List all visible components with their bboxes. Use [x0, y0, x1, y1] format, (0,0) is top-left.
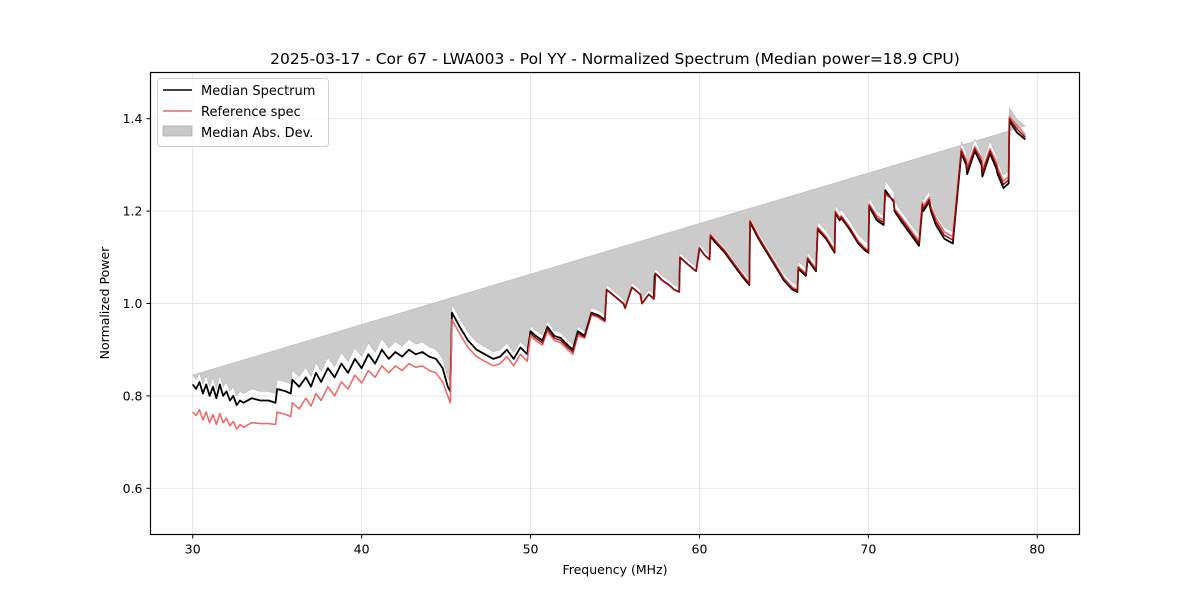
- y-tick-label: 0.6: [123, 481, 143, 496]
- y-axis-label: Normalized Power: [97, 246, 112, 360]
- x-axis-label: Frequency (MHz): [562, 562, 667, 577]
- legend-label-median: Median Spectrum: [201, 84, 315, 99]
- legend-box: [157, 78, 329, 147]
- x-tick-label: 70: [860, 542, 876, 557]
- legend: Median Spectrum Reference spec Median Ab…: [157, 78, 329, 147]
- legend-swatch-mad: [162, 125, 193, 137]
- legend-label-reference: Reference spec: [201, 105, 301, 120]
- x-tick-label: 40: [354, 542, 370, 557]
- y-tick-label: 1.2: [123, 204, 143, 219]
- chart-title: 2025-03-17 - Cor 67 - LWA003 - Pol YY - …: [270, 50, 960, 68]
- legend-label-mad: Median Abs. Dev.: [201, 126, 313, 141]
- x-tick-label: 80: [1029, 542, 1045, 557]
- y-tick-label: 0.8: [123, 388, 143, 403]
- x-axis: 30 40 50 60 70 80: [185, 534, 1045, 557]
- overlap-line: [530, 117, 1026, 353]
- series-lines: [191, 115, 1026, 431]
- y-axis: 0.6 0.8 1.0 1.2 1.4: [123, 111, 151, 496]
- y-tick-label: 1.0: [123, 296, 143, 311]
- x-tick-label: 30: [185, 542, 201, 557]
- x-tick-label: 60: [692, 542, 708, 557]
- y-tick-label: 1.4: [123, 111, 143, 126]
- x-tick-label: 50: [523, 542, 539, 557]
